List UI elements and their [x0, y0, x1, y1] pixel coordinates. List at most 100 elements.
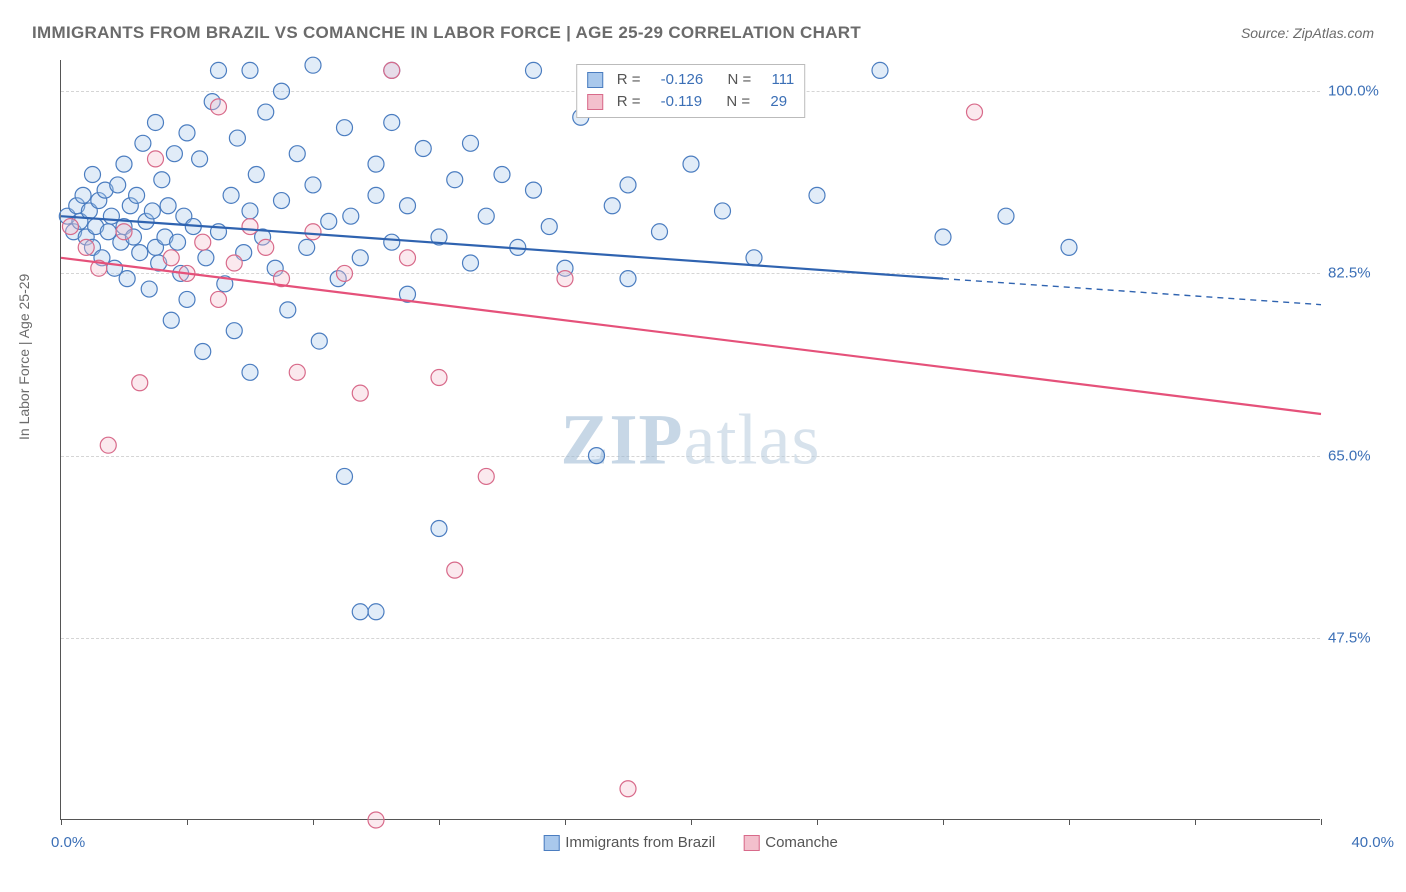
data-point [352, 250, 368, 266]
data-point [110, 177, 126, 193]
data-point [211, 99, 227, 115]
data-point [447, 562, 463, 578]
data-point [170, 234, 186, 250]
data-point [148, 114, 164, 130]
data-point [620, 177, 636, 193]
data-point [135, 135, 151, 151]
x-tick [1195, 819, 1196, 825]
data-point [179, 125, 195, 141]
data-point [119, 271, 135, 287]
data-point [1061, 239, 1077, 255]
data-point [494, 167, 510, 183]
x-tick [1069, 819, 1070, 825]
data-point [211, 291, 227, 307]
data-point [337, 468, 353, 484]
data-point [384, 234, 400, 250]
data-point [352, 604, 368, 620]
data-point [100, 437, 116, 453]
y-tick-label: 65.0% [1328, 447, 1398, 464]
data-point [526, 62, 542, 78]
x-tick [187, 819, 188, 825]
data-point [557, 271, 573, 287]
data-point [337, 120, 353, 136]
chart-title: IMMIGRANTS FROM BRAZIL VS COMANCHE IN LA… [32, 23, 861, 43]
data-point [352, 385, 368, 401]
data-point [192, 151, 208, 167]
legend-swatch-icon [543, 835, 559, 851]
data-point [160, 198, 176, 214]
data-point [116, 156, 132, 172]
data-point [274, 193, 290, 209]
x-tick [439, 819, 440, 825]
data-point [163, 250, 179, 266]
data-point [116, 224, 132, 240]
regression-line [61, 258, 1321, 414]
data-point [478, 208, 494, 224]
data-point [242, 364, 258, 380]
data-point [132, 375, 148, 391]
data-point [620, 781, 636, 797]
y-tick-label: 82.5% [1328, 265, 1398, 282]
x-tick [565, 819, 566, 825]
data-point [154, 172, 170, 188]
x-tick-right: 40.0% [1351, 834, 1394, 851]
data-point [478, 468, 494, 484]
data-point [211, 62, 227, 78]
data-point [809, 187, 825, 203]
data-point [447, 172, 463, 188]
data-point [274, 83, 290, 99]
x-tick [1321, 819, 1322, 825]
data-point [463, 255, 479, 271]
data-point [166, 146, 182, 162]
legend-swatch-comanche [587, 94, 603, 110]
data-point [195, 234, 211, 250]
data-point [305, 177, 321, 193]
data-point [242, 203, 258, 219]
series-legend: Immigrants from Brazil Comanche [543, 834, 838, 851]
plot-svg [61, 60, 1320, 819]
legend-row-brazil: R = -0.126 N = 111 [587, 69, 795, 91]
data-point [526, 182, 542, 198]
data-point [431, 520, 447, 536]
x-tick [691, 819, 692, 825]
data-point [400, 198, 416, 214]
data-point [715, 203, 731, 219]
data-point [589, 448, 605, 464]
data-point [85, 167, 101, 183]
data-point [368, 812, 384, 828]
data-point [179, 291, 195, 307]
data-point [431, 370, 447, 386]
data-point [289, 364, 305, 380]
data-point [683, 156, 699, 172]
data-point [242, 219, 258, 235]
data-point [368, 604, 384, 620]
data-point [75, 187, 91, 203]
source-label: Source: ZipAtlas.com [1241, 25, 1374, 41]
legend-swatch-brazil [587, 72, 603, 88]
data-point [541, 219, 557, 235]
data-point [248, 167, 264, 183]
data-point [258, 239, 274, 255]
data-point [289, 146, 305, 162]
x-tick [817, 819, 818, 825]
regression-line-extrapolated [943, 279, 1321, 305]
legend-row-comanche: R = -0.119 N = 29 [587, 91, 795, 113]
data-point [311, 333, 327, 349]
legend-item-comanche: Comanche [743, 834, 838, 851]
x-tick [61, 819, 62, 825]
correlation-legend: R = -0.126 N = 111 R = -0.119 N = 29 [576, 64, 806, 118]
data-point [368, 187, 384, 203]
data-point [163, 312, 179, 328]
data-point [229, 130, 245, 146]
data-point [141, 281, 157, 297]
data-point [78, 239, 94, 255]
data-point [223, 187, 239, 203]
data-point [280, 302, 296, 318]
data-point [62, 219, 78, 235]
data-point [746, 250, 762, 266]
y-tick-label: 47.5% [1328, 629, 1398, 646]
data-point [305, 224, 321, 240]
data-point [337, 265, 353, 281]
data-point [415, 140, 431, 156]
data-point [384, 62, 400, 78]
